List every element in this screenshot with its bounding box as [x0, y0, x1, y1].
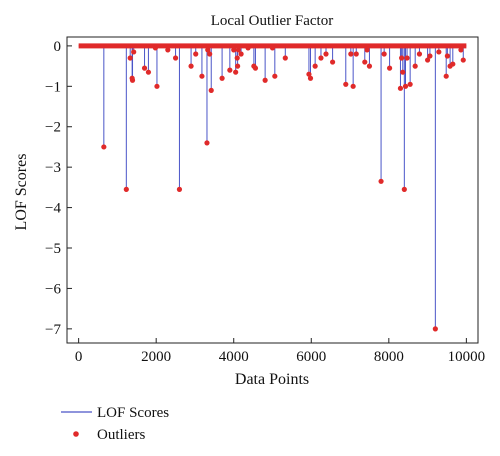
outlier-point — [353, 51, 359, 57]
outlier-point — [450, 61, 456, 67]
y-tick-label: −2 — [45, 120, 61, 136]
outlier-point — [378, 178, 384, 184]
outlier-point — [399, 55, 405, 61]
outlier-point — [282, 55, 288, 61]
outlier-point — [101, 144, 107, 150]
outlier-point — [318, 55, 324, 61]
outlier-point — [235, 63, 241, 69]
outlier-point — [412, 63, 418, 69]
x-tick-label: 4000 — [219, 349, 249, 365]
outlier-point — [397, 85, 404, 91]
outlier-point — [188, 63, 194, 69]
legend: LOF Scores Outliers — [61, 405, 169, 443]
outlier-point — [219, 75, 225, 81]
y-tick-label: −1 — [45, 79, 61, 95]
outlier-point — [416, 51, 423, 57]
legend-label-lof-scores: LOF Scores — [97, 405, 169, 421]
outlier-point — [427, 53, 433, 59]
outlier-point — [458, 47, 464, 53]
outlier-point — [404, 55, 410, 61]
outlier-point — [348, 51, 354, 57]
outlier-point — [460, 57, 466, 63]
x-axis-title: Data Points — [235, 371, 309, 388]
y-tick-label: 0 — [54, 39, 62, 55]
outlier-point — [443, 73, 449, 79]
outlier-point — [364, 47, 370, 53]
y-tick-label: −7 — [45, 322, 61, 338]
outlier-point — [207, 51, 213, 57]
outlier-point — [407, 81, 413, 87]
outlier-point — [400, 69, 406, 75]
legend-dot-swatch — [73, 431, 79, 437]
outlier-point — [350, 83, 356, 89]
outlier-point — [329, 59, 336, 65]
y-axis-ticks: 0 −1 −2 −3 −4 −5 −6 −7 — [45, 39, 72, 338]
outlier-point — [402, 83, 409, 89]
outlier-point — [269, 45, 276, 51]
outlier-point — [199, 73, 205, 79]
outlier-point — [145, 69, 152, 75]
outlier-point — [154, 83, 160, 89]
outlier-point — [252, 65, 259, 71]
outlier-point — [205, 47, 211, 53]
chart-title: Local Outlier Factor — [211, 13, 333, 29]
plot-area — [78, 43, 467, 332]
x-tick-label: 8000 — [374, 349, 404, 365]
outlier-point — [272, 73, 278, 79]
outlier-point — [312, 63, 318, 69]
outlier-point — [131, 49, 137, 55]
y-axis-title: LOF Scores — [13, 154, 30, 231]
outlier-point — [193, 51, 199, 57]
outlier-point — [401, 186, 407, 192]
outlier-point — [233, 69, 239, 75]
outlier-point — [307, 75, 314, 81]
outlier-point — [436, 49, 442, 55]
outlier-point — [424, 57, 431, 63]
outlier-point — [176, 186, 183, 192]
outlier-point — [262, 77, 268, 83]
outlier-point — [386, 65, 393, 71]
outlier-point — [234, 55, 240, 61]
outlier-point — [366, 63, 373, 69]
outlier-point — [165, 47, 171, 53]
outlier-point — [245, 45, 251, 51]
x-tick-label: 10000 — [448, 349, 486, 365]
outlier-point — [129, 77, 136, 83]
outlier-point — [204, 140, 210, 146]
outlier-point — [227, 67, 233, 73]
outlier-point — [238, 51, 244, 57]
outlier-point — [127, 55, 133, 61]
y-tick-label: −3 — [45, 160, 61, 176]
outlier-point — [123, 186, 129, 192]
outlier-point — [141, 65, 148, 71]
plot-frame — [66, 36, 479, 344]
outlier-point — [362, 59, 368, 65]
y-tick-label: −5 — [45, 241, 61, 257]
outlier-points — [101, 45, 466, 332]
outlier-point — [208, 87, 214, 93]
outlier-point — [323, 51, 329, 57]
x-tick-label: 6000 — [296, 349, 326, 365]
y-tick-label: −4 — [45, 201, 61, 217]
outlier-point — [432, 326, 438, 332]
x-tick-label: 2000 — [141, 349, 171, 365]
outlier-point — [231, 47, 237, 53]
outlier-point — [444, 53, 450, 59]
x-tick-label: 0 — [75, 349, 83, 365]
outlier-point — [235, 47, 241, 53]
outlier-point — [152, 45, 159, 51]
x-axis-ticks: 0 2000 4000 6000 8000 10000 — [75, 338, 485, 365]
outlier-point — [343, 81, 349, 87]
outlier-point — [306, 71, 312, 77]
y-tick-label: −6 — [45, 281, 61, 297]
legend-label-outliers: Outliers — [97, 427, 145, 443]
outlier-point — [172, 55, 179, 61]
outlier-point — [381, 51, 387, 57]
